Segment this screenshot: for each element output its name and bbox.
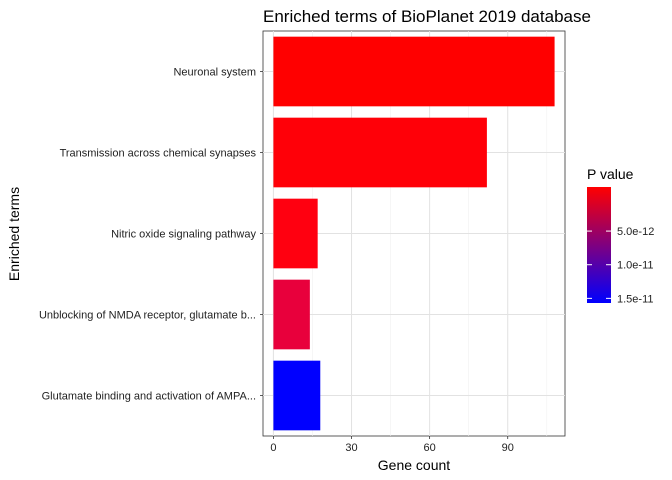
y-category-labels: Neuronal system Transmission across chemi…	[39, 67, 263, 403]
y-tick-label: Transmission across chemical synapses	[60, 148, 257, 160]
bar	[273, 279, 310, 350]
bars	[273, 36, 555, 431]
y-tick-label: Neuronal system	[173, 67, 256, 79]
bar	[273, 36, 555, 107]
x-tick-label: 90	[502, 442, 514, 454]
y-tick-label: Glutamate binding and activation of AMPA…	[42, 391, 256, 403]
legend-tick-label: 1.5e-11	[617, 293, 654, 305]
x-tick-label: 30	[345, 442, 357, 454]
legend-ticks: 5.0e-12 1.0e-11 1.5e-11	[587, 226, 654, 305]
bar	[273, 117, 487, 188]
chart-title: Enriched terms of BioPlanet 2019 databas…	[263, 7, 591, 26]
y-tick-label: Nitric oxide signaling pathway	[111, 229, 256, 241]
legend-tick-label: 5.0e-12	[617, 226, 654, 238]
x-tick-label: 60	[423, 442, 435, 454]
x-axis-title: Gene count	[378, 457, 450, 473]
y-tick-label: Unblocking of NMDA receptor, glutamate b…	[39, 310, 256, 322]
x-tick-label: 0	[270, 442, 276, 454]
bar	[273, 360, 321, 431]
y-axis-title: Enriched terms	[6, 187, 22, 281]
x-tick-labels: 0 30 60 90	[270, 436, 514, 454]
legend-title: P value	[587, 166, 634, 182]
legend-tick-label: 1.0e-11	[617, 260, 654, 272]
legend-colorbar	[587, 187, 611, 303]
legend: P value 5.0e-12 1.0e-11 1.5e-11	[587, 166, 654, 305]
bar	[273, 198, 318, 269]
